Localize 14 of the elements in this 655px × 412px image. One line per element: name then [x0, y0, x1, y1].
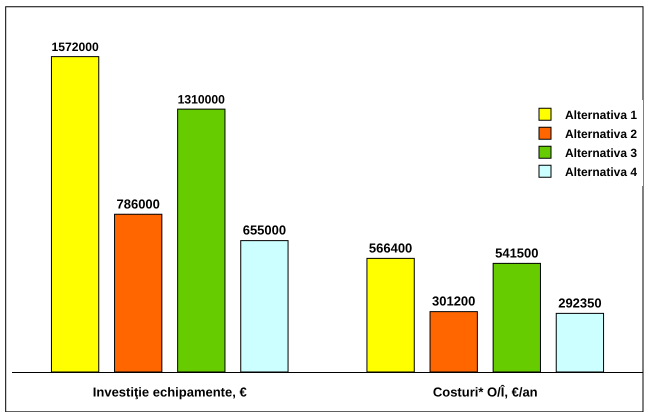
- data-label: 566400: [368, 240, 412, 256]
- data-label: 1310000: [178, 92, 226, 106]
- legend-label: Alternativa 3: [565, 146, 638, 160]
- legend-label: Alternativa 1: [565, 108, 638, 122]
- legend-label: Alternativa 2: [565, 126, 638, 141]
- data-label: 292350: [558, 295, 602, 310]
- data-label: 301200: [432, 294, 476, 309]
- data-label: 655000: [242, 222, 286, 238]
- legend-label: Alternativa 4: [565, 164, 638, 179]
- data-label: 541500: [495, 245, 538, 260]
- data-label: 786000: [116, 196, 160, 212]
- x-tick-label: Costuri* O/Î, €/an: [432, 384, 538, 400]
- data-label: 1572000: [51, 40, 99, 54]
- x-tick-label: Investiţie echipamente, €: [92, 384, 247, 400]
